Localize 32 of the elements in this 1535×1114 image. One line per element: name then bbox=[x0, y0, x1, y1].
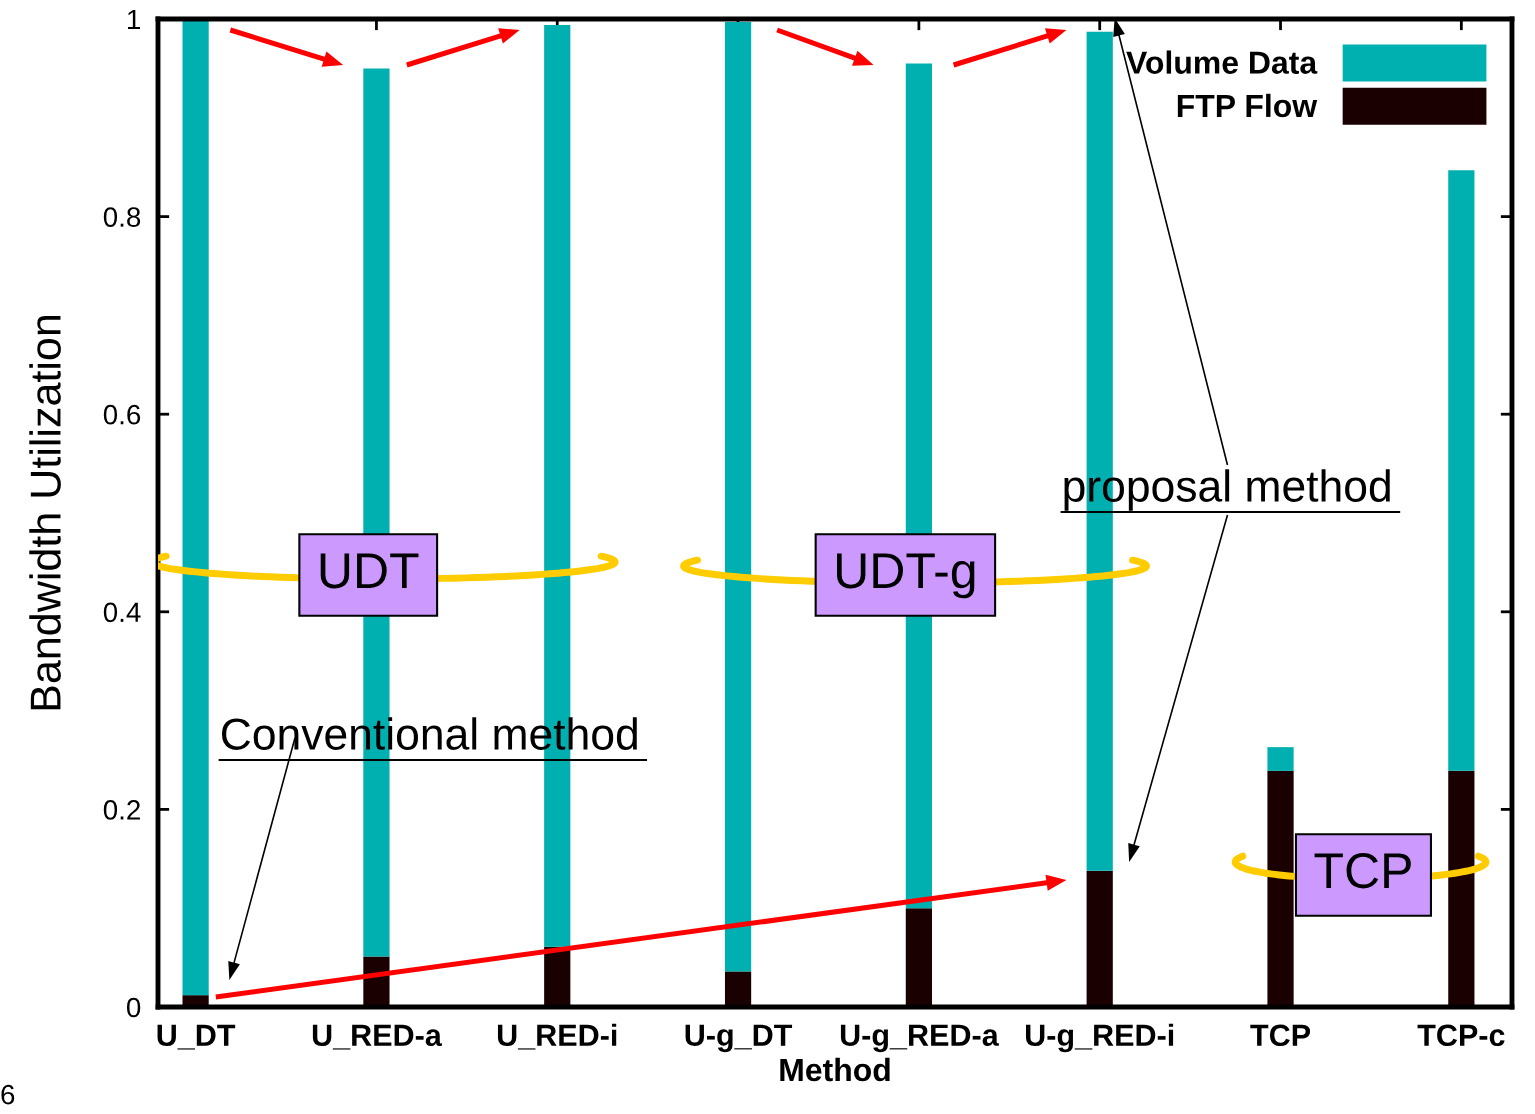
x-tick-label: TCP bbox=[1250, 1024, 1311, 1047]
x-tick-label: U-g_RED-a bbox=[840, 1024, 999, 1053]
y-tick-label: 0.8 bbox=[103, 207, 141, 227]
bar bbox=[1448, 770, 1475, 1007]
y-tick-label: 0.4 bbox=[103, 602, 141, 623]
x-tick-label: U-g_RED-i bbox=[1026, 1023, 1174, 1053]
annotation: UDT-g bbox=[837, 553, 975, 599]
x-tick-label: U_RED-a bbox=[312, 1024, 442, 1050]
y-tick-label: 0.6 bbox=[103, 404, 141, 425]
y-tick-label: 0 bbox=[126, 997, 141, 1018]
legend-label: Volume Data bbox=[1126, 50, 1318, 74]
bar bbox=[724, 971, 752, 1007]
x-tick-label: TCP-c bbox=[1417, 1024, 1505, 1047]
bar bbox=[1448, 170, 1475, 771]
bar bbox=[182, 19, 209, 996]
annotation: TCP bbox=[1314, 853, 1411, 889]
legend-label: FTP Flow bbox=[1177, 93, 1318, 118]
bar bbox=[724, 21, 752, 972]
bar bbox=[1267, 747, 1294, 771]
bar bbox=[544, 946, 571, 1007]
y-axis-title: Bandwidth Utilization bbox=[29, 315, 61, 710]
x-tick-label: U_DT bbox=[157, 1024, 236, 1050]
x-axis-title: Method bbox=[780, 1057, 890, 1082]
y-tick-label: 0.2 bbox=[103, 800, 140, 820]
bar bbox=[1267, 770, 1294, 1007]
text: 6 bbox=[1, 1084, 15, 1105]
x-tick-label: U_RED-i bbox=[497, 1023, 617, 1050]
bar bbox=[905, 908, 932, 1007]
annotation: UDT bbox=[320, 553, 419, 589]
x-tick-label: U-g_DT bbox=[685, 1024, 793, 1053]
y-tick-label: 1 bbox=[128, 9, 140, 30]
bar bbox=[1086, 870, 1113, 1007]
